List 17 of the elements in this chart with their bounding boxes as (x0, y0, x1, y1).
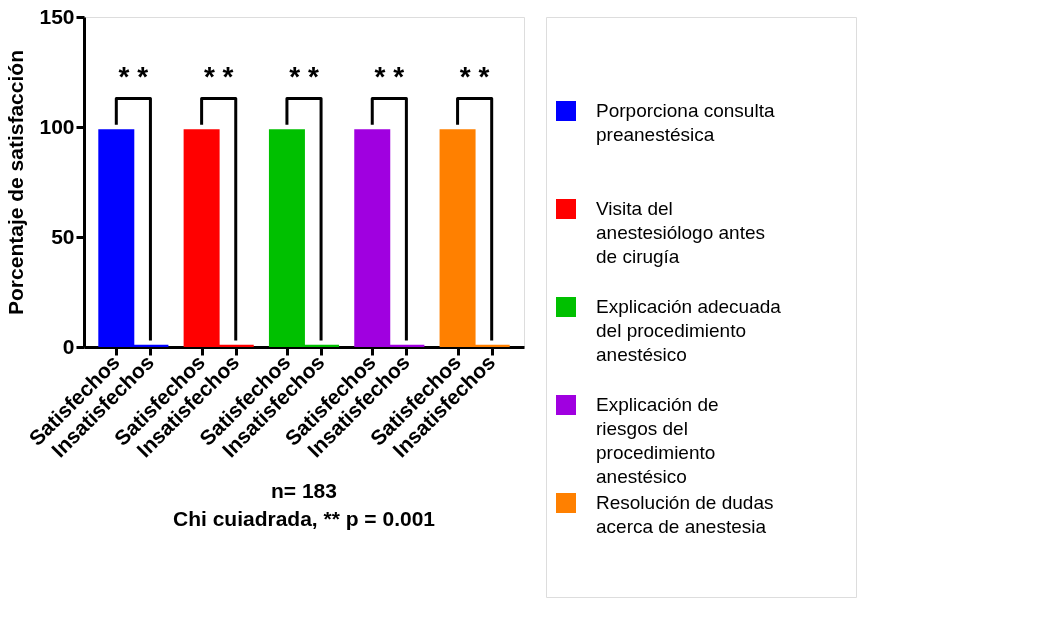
y-tick-label: 50 (51, 224, 75, 248)
y-axis-title: Porcentaje de satisfacción (4, 50, 28, 315)
y-tick-label: 0 (62, 334, 75, 358)
text: Chi cuiadrada, ** p = 0.001 (172, 506, 436, 530)
legend-label: Explicación de riesgos del procedimiento anestésico (596, 394, 719, 487)
legend-label: Porporciona consulta preanestésica (596, 100, 775, 145)
legend-label: Visita del anestesiólogo antes de cirugía (596, 198, 766, 267)
text: n= 183 (271, 478, 337, 502)
annotation: * * (289, 60, 319, 92)
annotation: * * (374, 60, 405, 92)
annotation: * * (459, 60, 490, 92)
y-tick-label: 150 (39, 4, 75, 28)
y-tick-label: 100 (39, 114, 75, 138)
annotation: * * (118, 60, 149, 92)
annotation: * * (203, 60, 234, 92)
legend-label: Resolución de dudas acerca de anestesia (596, 492, 774, 537)
legend-label: Explicación adecuada del procedimiento anestésico (596, 296, 782, 365)
